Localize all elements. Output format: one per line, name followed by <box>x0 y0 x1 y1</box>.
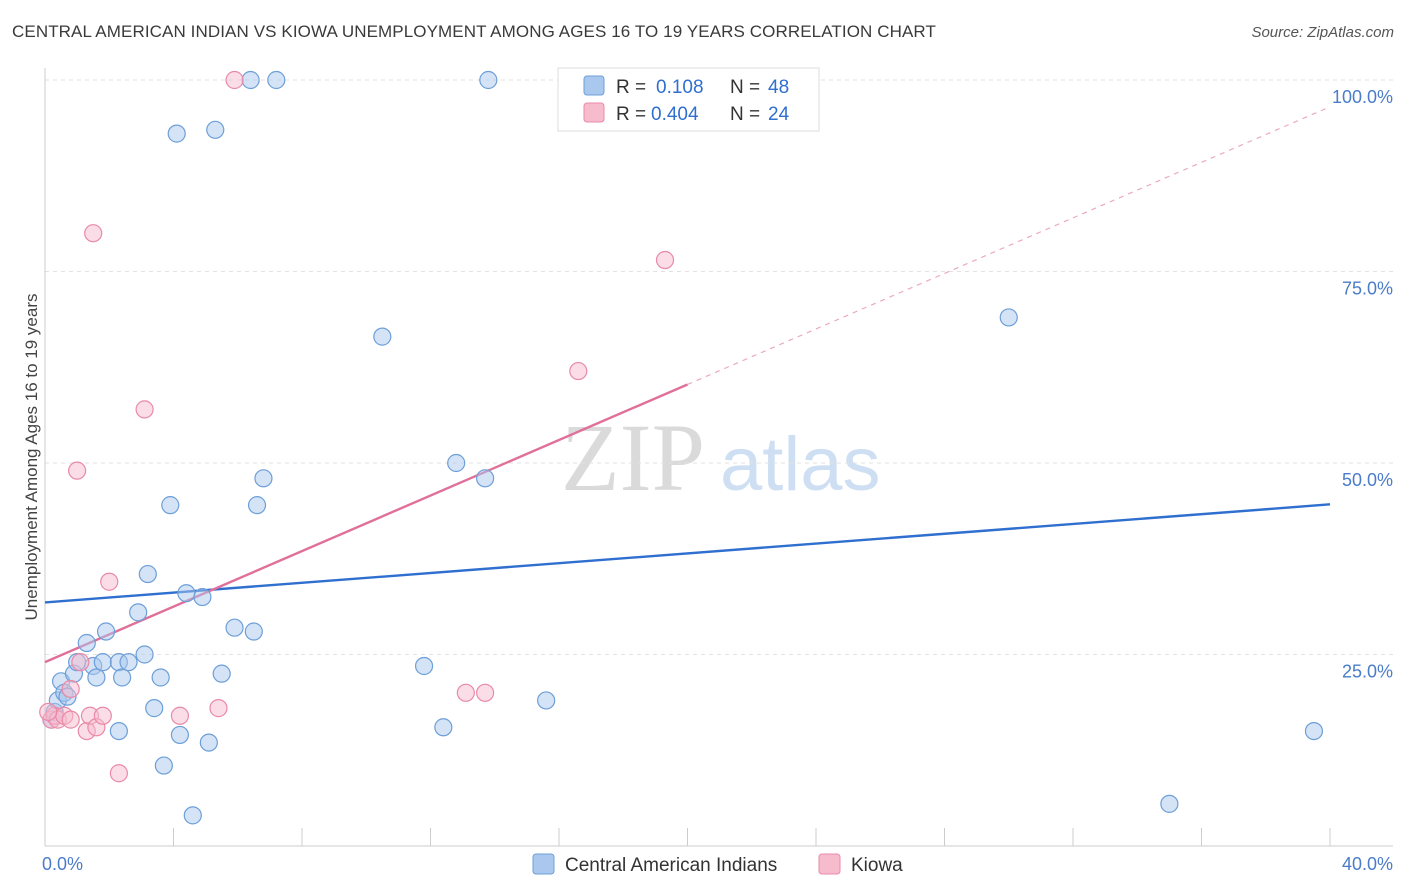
y-tick-label: 50.0% <box>1342 470 1393 490</box>
point-pink <box>209 699 228 718</box>
point-pink <box>93 706 112 725</box>
point-blue <box>199 733 218 752</box>
chart-title: CENTRAL AMERICAN INDIAN VS KIOWA UNEMPLO… <box>12 22 936 41</box>
point-blue <box>212 664 231 683</box>
stats-legend-swatch-blue <box>583 75 605 96</box>
stats-n-value-pink: 24 <box>768 104 790 125</box>
point-blue <box>537 691 556 710</box>
stats-n-value-blue: 48 <box>768 77 789 98</box>
y-tick-label: 75.0% <box>1342 279 1393 299</box>
point-pink <box>61 710 80 729</box>
stats-r-value-pink: 0.404 <box>651 104 699 125</box>
trend-line-pink <box>44 383 688 664</box>
point-blue <box>206 120 225 139</box>
point-blue <box>145 699 164 718</box>
point-blue <box>77 633 96 653</box>
point-blue <box>138 564 157 584</box>
point-pink <box>71 653 90 672</box>
point-blue <box>247 496 267 515</box>
point-blue <box>373 327 392 346</box>
y-tick-label: 100.0% <box>1332 87 1393 107</box>
point-blue <box>479 70 498 90</box>
point-blue <box>267 70 286 90</box>
point-blue <box>414 656 434 676</box>
point-blue <box>167 124 186 143</box>
point-blue <box>241 70 260 90</box>
point-blue <box>447 453 466 473</box>
point-pink <box>109 764 128 783</box>
stats-legend-swatch-pink <box>583 102 605 123</box>
data-points <box>39 70 1324 825</box>
point-blue <box>151 668 170 687</box>
point-blue <box>177 584 196 603</box>
point-blue <box>135 645 154 664</box>
point-pink <box>61 679 80 699</box>
y-axis-label: Unemployment Among Ages 16 to 19 years <box>22 294 41 621</box>
point-blue <box>112 668 132 687</box>
stats-r-label-pink: R = <box>616 104 646 125</box>
point-pink <box>100 572 119 591</box>
point-blue <box>1160 794 1179 813</box>
point-pink <box>655 250 675 270</box>
point-blue <box>434 718 453 737</box>
point-blue <box>87 668 106 687</box>
point-blue <box>109 721 128 741</box>
source-credit: Source: ZipAtlas.com <box>1251 24 1394 41</box>
point-blue <box>193 587 212 607</box>
watermark: ZIP atlas <box>561 404 881 511</box>
y-tick-label: 25.0% <box>1342 662 1393 682</box>
legend-label-kiowa: Kiowa <box>851 855 903 876</box>
point-blue <box>244 622 263 641</box>
stats-n-label-blue: N = <box>730 77 760 98</box>
gridlines <box>45 79 1393 655</box>
trend-lines <box>44 106 1331 664</box>
x-tick-label-max: 40.0% <box>1342 854 1393 874</box>
watermark-zip: ZIP <box>561 404 705 511</box>
point-blue <box>183 806 202 825</box>
series-legend: Central American Indians Kiowa <box>532 853 903 876</box>
point-pink <box>170 706 190 725</box>
watermark-atlas: atlas <box>720 422 881 507</box>
point-blue <box>96 622 116 641</box>
axes <box>44 68 1393 847</box>
point-blue <box>476 469 495 488</box>
point-pink <box>135 400 154 419</box>
trend-line-extension-pink <box>687 106 1331 386</box>
point-blue <box>119 653 138 672</box>
point-blue <box>129 603 148 622</box>
point-pink <box>84 224 103 243</box>
stats-n-label-pink: N = <box>730 104 760 125</box>
point-blue <box>1304 721 1324 741</box>
point-blue <box>999 308 1018 327</box>
legend-swatch-central-american-indians <box>532 853 555 875</box>
point-blue <box>225 618 244 637</box>
point-blue <box>93 653 112 672</box>
point-blue <box>154 756 173 775</box>
y-tick-labels: 25.0% 50.0% 75.0% 100.0% <box>1332 87 1393 682</box>
point-pink <box>68 461 87 480</box>
point-blue <box>170 725 190 745</box>
legend-swatch-kiowa <box>818 853 841 875</box>
stats-legend: R = 0.108 N = 48 R = 0.404 N = 24 <box>557 67 820 132</box>
x-tick-label-min: 0.0% <box>42 854 83 874</box>
point-pink <box>476 683 495 702</box>
point-pink <box>225 70 244 90</box>
trend-line-blue <box>44 503 1331 604</box>
stats-r-label-blue: R = <box>616 77 646 98</box>
point-pink <box>569 361 588 381</box>
stats-r-value-blue: 0.108 <box>656 77 704 98</box>
point-pink <box>39 702 58 722</box>
point-blue <box>161 496 180 515</box>
point-pink <box>456 683 475 702</box>
legend-label-central-american-indians: Central American Indians <box>565 855 777 876</box>
point-blue <box>254 469 273 488</box>
